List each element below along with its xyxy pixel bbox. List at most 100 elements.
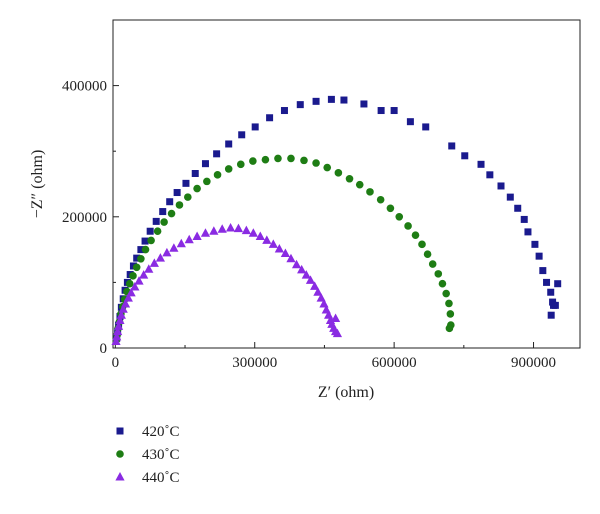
data-point-triangle bbox=[112, 331, 122, 341]
data-point-triangle bbox=[176, 238, 186, 248]
legend-marker-square bbox=[116, 427, 124, 435]
data-point-triangle bbox=[330, 313, 341, 322]
series-square bbox=[113, 95, 562, 342]
data-point-triangle bbox=[162, 247, 172, 257]
data-point-circle bbox=[213, 171, 222, 179]
data-point-square bbox=[406, 118, 414, 126]
data-point-square bbox=[520, 215, 528, 223]
data-point-triangle bbox=[149, 258, 159, 267]
data-point-circle bbox=[442, 289, 450, 298]
x-axis-title: Z′ (ohm) bbox=[318, 384, 374, 401]
data-point-circle bbox=[423, 250, 432, 258]
data-point-circle bbox=[411, 231, 420, 239]
data-point-triangle bbox=[316, 293, 326, 302]
data-point-square bbox=[514, 204, 522, 212]
data-point-square bbox=[182, 179, 190, 187]
data-point-square bbox=[312, 97, 320, 105]
data-point-triangle bbox=[241, 225, 251, 235]
data-point-triangle bbox=[305, 275, 316, 284]
data-point-triangle bbox=[144, 264, 154, 273]
data-point-triangle bbox=[297, 264, 307, 274]
data-point-triangle bbox=[209, 226, 219, 235]
data-point-square bbox=[146, 227, 154, 235]
data-point-triangle bbox=[116, 310, 126, 319]
data-point-square bbox=[448, 142, 456, 150]
data-point-circle bbox=[147, 236, 155, 245]
data-point-square bbox=[266, 114, 274, 122]
data-point-circle bbox=[438, 279, 447, 288]
data-point-square bbox=[152, 217, 160, 225]
data-point-circle bbox=[261, 155, 270, 164]
data-marks bbox=[111, 95, 562, 345]
data-point-triangle bbox=[169, 243, 179, 252]
data-point-circle bbox=[334, 169, 343, 177]
data-point-triangle bbox=[139, 270, 149, 279]
plot-border bbox=[112, 19, 581, 349]
legend-marker-triangle bbox=[115, 472, 125, 481]
data-point-triangle bbox=[255, 231, 265, 240]
data-point-triangle bbox=[225, 222, 236, 232]
data-point-circle bbox=[160, 218, 168, 226]
data-point-triangle bbox=[123, 293, 133, 302]
data-point-triangle bbox=[115, 315, 125, 324]
y-tick-label: 400000 bbox=[62, 79, 107, 95]
data-point-triangle bbox=[126, 287, 136, 297]
data-point-circle bbox=[129, 272, 137, 280]
data-point-triangle bbox=[113, 321, 124, 330]
series-circle bbox=[112, 154, 455, 344]
y-axis-ticks: 0 200000 400000 bbox=[62, 79, 119, 357]
legend-marker-circle bbox=[116, 450, 124, 458]
data-point-triangle bbox=[291, 259, 302, 269]
data-point-circle bbox=[345, 174, 354, 183]
data-point-circle bbox=[312, 159, 320, 167]
data-point-triangle bbox=[111, 336, 121, 345]
data-point-square bbox=[201, 160, 209, 168]
legend-label: 440˚C bbox=[142, 470, 180, 486]
data-point-circle bbox=[153, 227, 162, 236]
data-point-circle bbox=[323, 163, 332, 172]
x-tick-label: 900000 bbox=[511, 355, 556, 371]
data-point-circle bbox=[404, 222, 412, 230]
data-point-square bbox=[547, 311, 555, 319]
data-point-square bbox=[531, 240, 539, 248]
data-point-square bbox=[213, 150, 221, 158]
legend-label: 430˚C bbox=[142, 447, 180, 463]
data-point-square bbox=[554, 280, 562, 288]
data-point-square bbox=[133, 254, 141, 262]
data-point-square bbox=[486, 171, 494, 179]
data-point-triangle bbox=[233, 223, 244, 233]
data-point-square bbox=[497, 182, 505, 190]
data-point-circle bbox=[167, 209, 176, 218]
data-point-circle bbox=[434, 270, 443, 278]
data-point-square bbox=[251, 123, 259, 131]
data-point-triangle bbox=[280, 248, 290, 258]
data-point-circle bbox=[395, 213, 404, 221]
data-point-square bbox=[225, 140, 233, 148]
data-point-square bbox=[524, 228, 532, 236]
data-point-square bbox=[280, 107, 288, 115]
data-point-triangle bbox=[301, 270, 311, 279]
data-point-square bbox=[422, 123, 430, 131]
data-point-triangle bbox=[200, 228, 211, 237]
data-point-circle bbox=[175, 201, 184, 209]
data-point-square bbox=[377, 107, 385, 115]
x-axis-ticks: 0 300000 600000 900000 bbox=[112, 342, 556, 371]
data-point-square bbox=[360, 100, 368, 108]
data-point-circle bbox=[125, 279, 134, 288]
y-tick-label: 0 bbox=[100, 341, 108, 357]
data-point-circle bbox=[446, 310, 455, 318]
data-point-square bbox=[506, 193, 514, 201]
data-point-circle bbox=[287, 154, 295, 163]
data-point-square bbox=[477, 160, 485, 168]
data-point-circle bbox=[184, 193, 192, 201]
data-point-circle bbox=[141, 245, 150, 254]
data-point-circle bbox=[132, 263, 141, 272]
data-point-triangle bbox=[113, 326, 123, 336]
data-point-square bbox=[238, 131, 246, 139]
data-point-circle bbox=[376, 195, 385, 204]
series-triangle bbox=[111, 222, 343, 345]
data-point-circle bbox=[355, 180, 364, 189]
legend: 420˚C 430˚C 440˚C bbox=[115, 424, 180, 486]
data-point-circle bbox=[386, 204, 395, 213]
